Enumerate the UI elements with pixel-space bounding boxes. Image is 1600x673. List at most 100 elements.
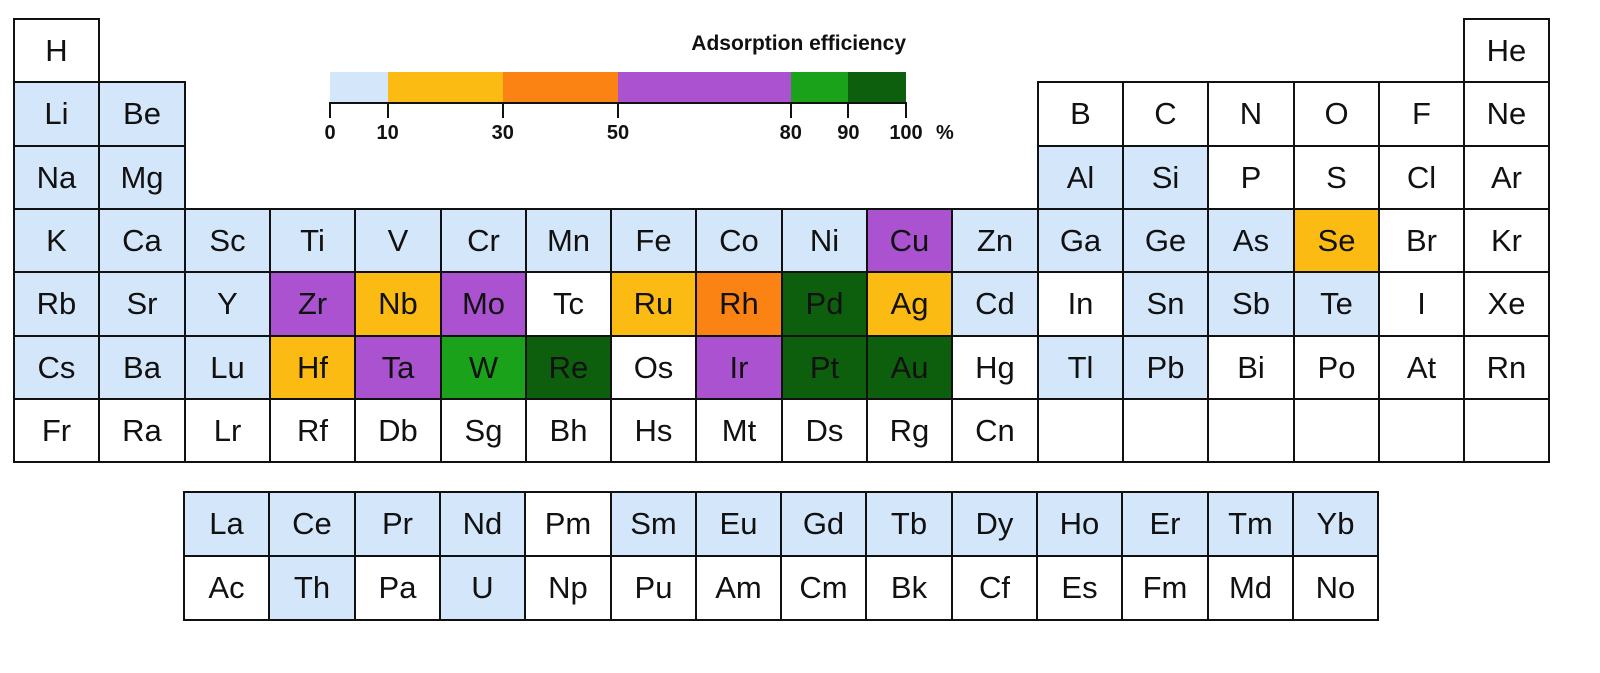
element-he: He (1463, 18, 1550, 83)
legend-tick (847, 102, 850, 118)
element-si: Si (1122, 145, 1209, 210)
element-empty (1378, 398, 1465, 463)
legend-segment-50-80 (618, 72, 791, 102)
element-te: Te (1293, 271, 1380, 337)
element-es: Es (1036, 555, 1123, 621)
element-pm: Pm (524, 491, 612, 557)
element-as: As (1207, 208, 1295, 273)
element-ba: Ba (98, 335, 186, 400)
element-ni: Ni (781, 208, 868, 273)
element-rb: Rb (13, 271, 100, 337)
element-sg: Sg (440, 398, 527, 463)
element-c: C (1122, 81, 1209, 147)
element-tm: Tm (1207, 491, 1294, 557)
legend-tick (789, 102, 792, 118)
element-fe: Fe (610, 208, 697, 273)
element-ga: Ga (1037, 208, 1124, 273)
legend-unit: % (936, 122, 954, 144)
legend-segment-10-30 (387, 72, 503, 102)
element-la: La (183, 491, 270, 557)
element-n: N (1207, 81, 1295, 147)
element-se: Se (1293, 208, 1380, 273)
element-tc: Tc (525, 271, 612, 337)
element-ac: Ac (183, 555, 270, 621)
legend-segment-80-90 (790, 72, 849, 102)
legend-tick-label: 0 (324, 122, 336, 144)
element-lu: Lu (184, 335, 271, 400)
element-empty (1463, 398, 1550, 463)
element-u: U (439, 555, 526, 621)
element-zn: Zn (951, 208, 1039, 273)
legend-segment-90-100 (848, 72, 906, 102)
element-rf: Rf (269, 398, 356, 463)
element-np: Np (524, 555, 612, 621)
element-empty (1037, 398, 1124, 463)
legend-tick-label: 80 (779, 122, 802, 144)
element-sc: Sc (184, 208, 271, 273)
element-i: I (1378, 271, 1465, 337)
element-ca: Ca (98, 208, 186, 273)
element-pa: Pa (354, 555, 441, 621)
element-cs: Cs (13, 335, 100, 400)
element-eu: Eu (695, 491, 782, 557)
element-ag: Ag (866, 271, 953, 337)
element-kr: Kr (1463, 208, 1550, 273)
legend-tick (329, 102, 331, 118)
element-cl: Cl (1378, 145, 1465, 210)
element-rn: Rn (1463, 335, 1550, 400)
element-sr: Sr (98, 271, 186, 337)
element-cm: Cm (780, 555, 867, 621)
element-db: Db (354, 398, 442, 463)
element-f: F (1378, 81, 1465, 147)
legend-tick (617, 102, 619, 118)
element-fm: Fm (1121, 555, 1209, 621)
element-o: O (1293, 81, 1380, 147)
element-th: Th (268, 555, 356, 621)
element-cn: Cn (951, 398, 1039, 463)
element-cf: Cf (951, 555, 1038, 621)
element-au: Au (866, 335, 953, 400)
element-gd: Gd (780, 491, 867, 557)
element-xe: Xe (1463, 271, 1550, 337)
element-er: Er (1121, 491, 1209, 557)
element-empty (1207, 398, 1295, 463)
element-ti: Ti (269, 208, 356, 273)
legend-segment-0-10 (330, 72, 388, 102)
element-bi: Bi (1207, 335, 1295, 400)
element-pt: Pt (781, 335, 868, 400)
element-cr: Cr (440, 208, 527, 273)
element-ar: Ar (1463, 145, 1550, 210)
element-sm: Sm (610, 491, 697, 557)
element-al: Al (1037, 145, 1124, 210)
element-mt: Mt (695, 398, 783, 463)
element-ra: Ra (98, 398, 186, 463)
element-mo: Mo (440, 271, 527, 337)
element-y: Y (184, 271, 271, 337)
element-zr: Zr (269, 271, 356, 337)
element-md: Md (1207, 555, 1294, 621)
legend-tick-label: 30 (491, 122, 514, 144)
element-sb: Sb (1207, 271, 1295, 337)
element-tb: Tb (865, 491, 953, 557)
element-pd: Pd (781, 271, 868, 337)
element-pr: Pr (354, 491, 441, 557)
legend-color-bar (330, 72, 906, 102)
element-s: S (1293, 145, 1380, 210)
element-p: P (1207, 145, 1295, 210)
element-rg: Rg (866, 398, 953, 463)
element-empty (1122, 398, 1209, 463)
element-at: At (1378, 335, 1465, 400)
element-ru: Ru (610, 271, 697, 337)
element-ge: Ge (1122, 208, 1209, 273)
element-in: In (1037, 271, 1124, 337)
element-na: Na (13, 145, 100, 210)
element-hg: Hg (951, 335, 1039, 400)
element-dy: Dy (951, 491, 1038, 557)
element-ce: Ce (268, 491, 356, 557)
element-pu: Pu (610, 555, 697, 621)
element-bk: Bk (865, 555, 953, 621)
element-nb: Nb (354, 271, 442, 337)
element-h: H (13, 18, 100, 83)
element-ne: Ne (1463, 81, 1550, 147)
element-li: Li (13, 81, 100, 147)
